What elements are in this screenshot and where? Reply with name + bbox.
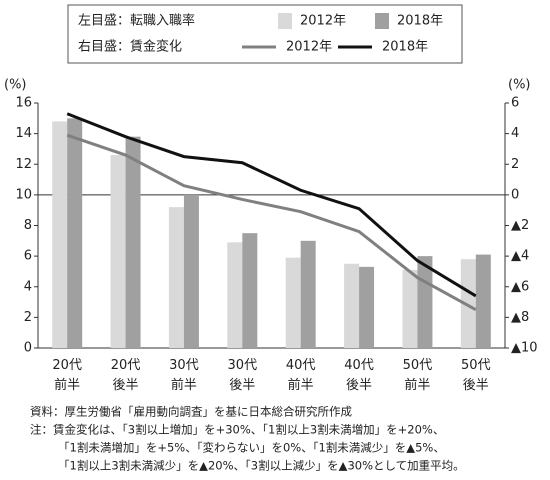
note: 資料：厚生労働省「雇用動向調査」を基に日本総合研究所作成 xyxy=(30,405,352,419)
y2-tick-label: ▲2 xyxy=(511,218,529,233)
bar xyxy=(300,240,316,348)
bar xyxy=(344,263,360,348)
legend-label: 2018年 xyxy=(397,14,443,29)
note: 注：賃金変化は、「3割以上増加」を+30%、「1割以上3割未満増加」を+20%、 xyxy=(30,423,444,437)
legend-group-label: 左目盛：転職入職率 xyxy=(78,13,195,29)
y-tick-label: 12 xyxy=(15,157,32,172)
y-tick-label: 16 xyxy=(15,96,32,111)
x-tick-label: 30代前半 xyxy=(169,358,199,393)
note: 「1割以上3割未満減少」を▲20%、「3割以上減少」を▲30%として加重平均。 xyxy=(58,459,465,473)
y2-tick-label: 0 xyxy=(511,187,519,202)
bar xyxy=(242,233,258,348)
bar xyxy=(183,194,199,348)
bar xyxy=(110,155,126,348)
y2-tick-label: 2 xyxy=(511,157,519,172)
bar xyxy=(359,266,375,348)
legend-label: 2012年 xyxy=(300,14,346,29)
x-tick-label: 40代後半 xyxy=(344,358,374,393)
y2-tick-label: ▲4 xyxy=(511,249,529,264)
x-tick-label: 50代前半 xyxy=(403,358,433,393)
y-tick-label: 2 xyxy=(24,310,32,325)
y-tick-label: 0 xyxy=(24,341,32,356)
bar xyxy=(52,121,68,348)
y-tick-label: 14 xyxy=(15,126,32,141)
bar xyxy=(168,207,184,348)
legend-group-label: 右目盛：賃金変化 xyxy=(78,39,182,55)
x-tick-label: 40代前半 xyxy=(286,358,316,393)
y2-tick-label: ▲6 xyxy=(511,279,529,294)
line xyxy=(66,112,477,298)
legend-label: 2018年 xyxy=(382,40,428,55)
y-tick-label: 10 xyxy=(15,187,32,202)
y2-tick-label: ▲8 xyxy=(511,310,529,325)
bar xyxy=(125,136,141,348)
line xyxy=(66,133,477,312)
y2-tick-label: 4 xyxy=(511,126,519,141)
note: 「1割未満増加」を+5%、「変わらない」を0%、「1割未満減少」を▲5%、 xyxy=(58,441,445,455)
x-tick-label: 20代前半 xyxy=(52,358,82,393)
y-tick-label: 4 xyxy=(24,279,32,294)
legend-swatch xyxy=(375,13,389,29)
bar xyxy=(285,257,301,348)
y-tick-label: 6 xyxy=(24,249,32,264)
bar xyxy=(475,254,491,348)
bar xyxy=(227,242,243,348)
y2-axis-label: (%) xyxy=(508,78,531,93)
legend-swatch xyxy=(278,13,292,29)
x-tick-label: 20代後半 xyxy=(111,358,141,393)
bar xyxy=(67,118,83,348)
legend-box xyxy=(67,4,463,64)
bar xyxy=(460,259,476,348)
bar xyxy=(402,269,418,348)
x-tick-label: 30代後半 xyxy=(228,358,258,393)
x-tick-label: 50代後半 xyxy=(461,358,491,393)
y-axis-label: (%) xyxy=(4,78,27,93)
y2-tick-label: 6 xyxy=(511,96,519,111)
y-tick-label: 8 xyxy=(24,218,32,233)
legend-label: 2012年 xyxy=(286,40,332,55)
y2-tick-label: ▲10 xyxy=(511,341,538,356)
